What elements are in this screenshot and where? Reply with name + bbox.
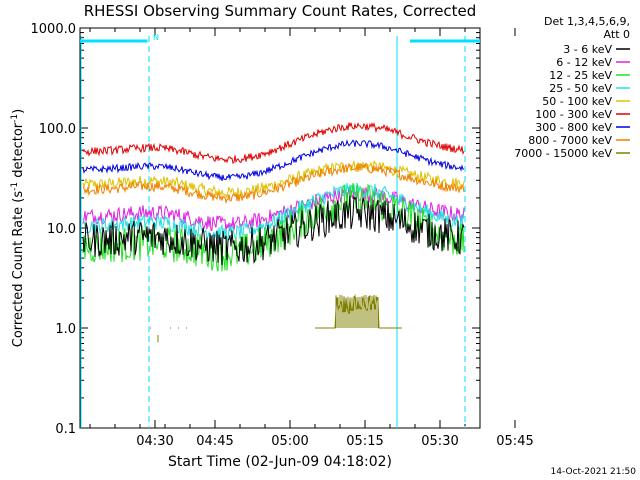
y-axis-label: Corrected Count Rate (s-1 detector-1) <box>10 109 26 347</box>
legend-label: 25 - 50 keV <box>549 82 612 95</box>
series-line-300-800keV <box>82 139 465 182</box>
y-axis-label-sup1: -1 <box>10 182 20 191</box>
y-tick-label: 100.0 <box>39 122 76 137</box>
legend-label: 12 - 25 keV <box>549 69 612 82</box>
legend-label: 50 - 100 keV <box>542 95 612 108</box>
series-line-25-50keV <box>82 182 465 243</box>
footer-date: 14-Oct-2021 21:50 <box>551 467 637 477</box>
y-tick-label: 1.0 <box>55 322 76 337</box>
legend-label: 6 - 12 keV <box>556 56 612 69</box>
y-axis-label-end: ) <box>11 109 26 114</box>
y-axis-label-mid: detector <box>11 122 26 182</box>
legend-label: 300 - 800 keV <box>535 121 612 134</box>
y-tick-label: 0.1 <box>55 422 76 437</box>
x-axis-label: Start Time (02-Jun-09 04:18:02) <box>168 454 392 470</box>
x-tick-label: 05:30 <box>421 434 458 449</box>
x-axis-ticks: 04:30 04:45 05:00 05:15 05:30 05:45 <box>89 28 534 449</box>
series-line-50-100keV <box>82 160 465 200</box>
series-lines <box>82 121 465 343</box>
x-tick-label: 05:45 <box>496 434 533 449</box>
series-line-800-7000keV <box>82 162 465 205</box>
x-tick-label: 05:00 <box>271 434 308 449</box>
legend-label: 100 - 300 keV <box>535 108 612 121</box>
series-line-3-6keV <box>82 195 465 266</box>
x-tick-label: 05:15 <box>346 434 383 449</box>
x-tick-label: 04:30 <box>136 434 173 449</box>
legend-header-line-2: Att 0 <box>604 28 630 41</box>
y-axis-ticks: 1000.0 100.0 10.0 1.0 0.1 <box>31 22 480 437</box>
legend-label: 800 - 7000 keV <box>528 134 612 147</box>
y-tick-label: 1000.0 <box>31 22 77 37</box>
night-label: N <box>153 33 159 42</box>
series-line-100-300keV <box>82 121 465 164</box>
y-axis-label-main: Corrected Count Rate (s <box>11 191 26 348</box>
legend-label: 3 - 6 keV <box>563 43 612 56</box>
legend-label: 7000 - 15000 keV <box>514 147 612 160</box>
x-tick-label: 04:45 <box>196 434 233 449</box>
y-tick-label: 10.0 <box>47 222 76 237</box>
chart-title: RHESSI Observing Summary Count Rates, Co… <box>84 2 477 20</box>
y-axis-label-sup2: -1 <box>10 114 20 123</box>
legend-header-line-1: Det 1,3,4,5,6,9, <box>544 15 630 28</box>
